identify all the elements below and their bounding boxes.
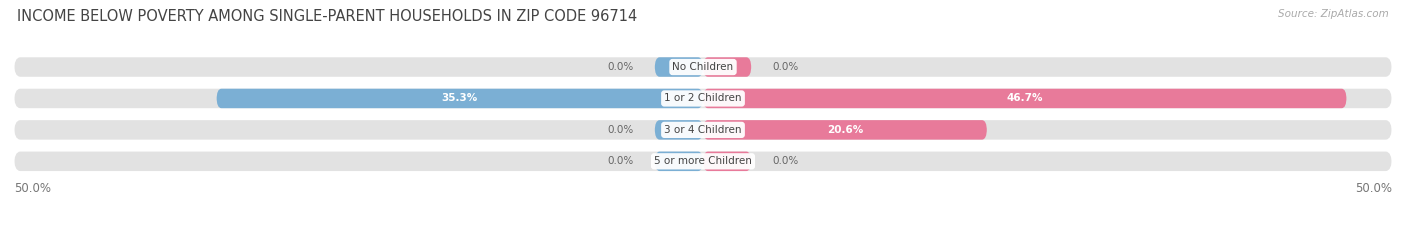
Text: 5 or more Children: 5 or more Children xyxy=(654,156,752,166)
FancyBboxPatch shape xyxy=(703,57,751,77)
FancyBboxPatch shape xyxy=(655,120,703,140)
FancyBboxPatch shape xyxy=(703,152,751,171)
Text: No Children: No Children xyxy=(672,62,734,72)
Text: 46.7%: 46.7% xyxy=(1007,93,1043,103)
Text: 50.0%: 50.0% xyxy=(14,182,51,195)
FancyBboxPatch shape xyxy=(655,57,703,77)
FancyBboxPatch shape xyxy=(703,120,987,140)
FancyBboxPatch shape xyxy=(655,152,703,171)
Text: 0.0%: 0.0% xyxy=(772,62,799,72)
Text: 50.0%: 50.0% xyxy=(1355,182,1392,195)
Text: 0.0%: 0.0% xyxy=(607,125,634,135)
Text: 0.0%: 0.0% xyxy=(772,156,799,166)
FancyBboxPatch shape xyxy=(14,152,1392,171)
FancyBboxPatch shape xyxy=(14,57,1392,77)
Text: 35.3%: 35.3% xyxy=(441,93,478,103)
FancyBboxPatch shape xyxy=(14,120,1392,140)
Text: Source: ZipAtlas.com: Source: ZipAtlas.com xyxy=(1278,9,1389,19)
FancyBboxPatch shape xyxy=(14,89,1392,108)
Text: 20.6%: 20.6% xyxy=(827,125,863,135)
FancyBboxPatch shape xyxy=(703,89,1347,108)
Text: 1 or 2 Children: 1 or 2 Children xyxy=(664,93,742,103)
Text: 0.0%: 0.0% xyxy=(607,62,634,72)
Text: 0.0%: 0.0% xyxy=(607,156,634,166)
Text: 3 or 4 Children: 3 or 4 Children xyxy=(664,125,742,135)
FancyBboxPatch shape xyxy=(217,89,703,108)
Text: INCOME BELOW POVERTY AMONG SINGLE-PARENT HOUSEHOLDS IN ZIP CODE 96714: INCOME BELOW POVERTY AMONG SINGLE-PARENT… xyxy=(17,9,637,24)
